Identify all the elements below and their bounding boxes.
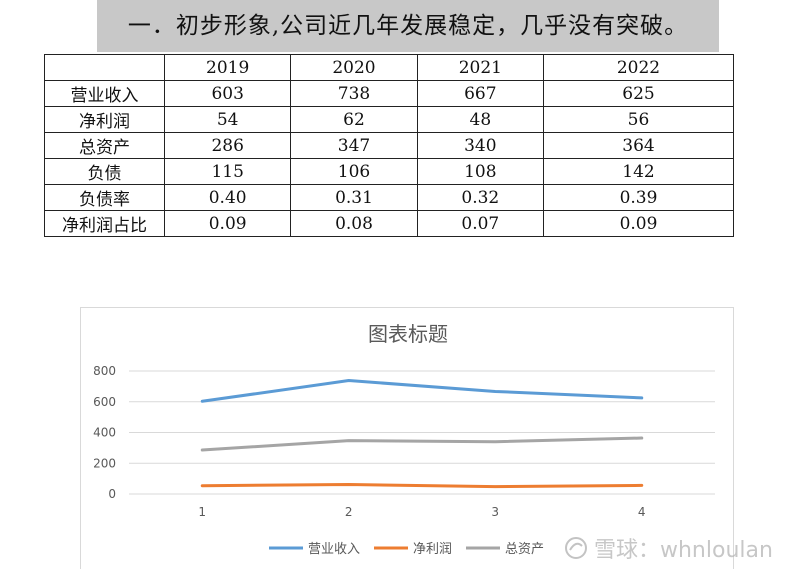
value-cell: 0.31 — [290, 184, 418, 211]
value-cell: 667 — [416, 80, 545, 107]
value-cell: 603 — [163, 80, 292, 107]
table-row: 净利润 54 62 48 56 — [44, 106, 734, 133]
legend-label: 营业收入 — [308, 542, 360, 557]
x-tick-label: 2 — [345, 505, 353, 519]
legend-label: 净利润 — [413, 542, 452, 557]
series-line — [200, 482, 644, 489]
line-chart: 图表标题 0 200 400 600 800 1 2 3 4 营业收入 净利润 总资产 — [80, 307, 734, 569]
year-header-cell: 2022 — [543, 54, 734, 81]
line-chart-svg: 图表标题 0 200 400 600 800 1 2 3 4 营业收入 净利润 总资产 — [93, 322, 715, 557]
row-label-cell: 营业收入 — [44, 80, 165, 107]
value-cell: 0.39 — [543, 184, 734, 211]
x-tick-label: 1 — [198, 505, 206, 519]
value-cell: 286 — [163, 132, 292, 159]
value-cell: 347 — [290, 132, 418, 159]
snowball-logo-icon — [564, 536, 588, 560]
year-header-cell: 2019 — [163, 54, 292, 81]
row-label-cell: 负债 — [44, 158, 165, 185]
value-cell: 0.07 — [416, 210, 545, 237]
value-cell: 0.09 — [543, 210, 734, 237]
year-header-cell: 2020 — [290, 54, 418, 81]
value-cell: 364 — [543, 132, 734, 159]
y-tick-label: 200 — [93, 456, 116, 470]
table-row: 净利润占比 0.09 0.08 0.07 0.09 — [44, 210, 734, 237]
watermark-text: 雪球：whnloulan — [594, 538, 773, 563]
table-header-row: 2019 2020 2021 2022 — [44, 54, 734, 81]
watermark: 雪球：whnloulan — [564, 532, 773, 564]
value-cell: 115 — [163, 158, 292, 185]
y-tick-label: 0 — [108, 487, 116, 501]
table-row: 总资产 286 347 340 364 — [44, 132, 734, 159]
chart-title: 图表标题 — [368, 322, 448, 346]
legend-label: 总资产 — [505, 542, 544, 557]
value-cell: 0.32 — [416, 184, 545, 211]
y-tick-label: 400 — [93, 426, 116, 440]
value-cell: 106 — [290, 158, 418, 185]
page-title-banner: 一．初步形象,公司近几年发展稳定，几乎没有突破。 — [97, 0, 719, 52]
series-line — [200, 379, 644, 403]
row-label-cell: 负债率 — [44, 184, 165, 211]
value-cell: 56 — [543, 106, 734, 133]
value-cell: 108 — [416, 158, 545, 185]
x-tick-label: 4 — [638, 505, 646, 519]
series-line — [200, 436, 644, 452]
table-row: 营业收入 603 738 667 625 — [44, 80, 734, 107]
table-row: 负债 115 106 108 142 — [44, 158, 734, 185]
y-tick-label: 600 — [93, 395, 116, 409]
value-cell: 738 — [290, 80, 418, 107]
value-cell: 48 — [416, 106, 545, 133]
table-row: 负债率 0.40 0.31 0.32 0.39 — [44, 184, 734, 211]
value-cell: 142 — [543, 158, 734, 185]
value-cell: 625 — [543, 80, 734, 107]
x-tick-label: 3 — [491, 505, 499, 519]
value-cell: 54 — [163, 106, 292, 133]
value-cell: 340 — [416, 132, 545, 159]
value-cell: 0.40 — [163, 184, 292, 211]
year-header-cell: 2021 — [416, 54, 545, 81]
value-cell: 0.09 — [163, 210, 292, 237]
row-label-cell: 净利润占比 — [44, 210, 165, 237]
financial-summary-table: 2019 2020 2021 2022 营业收入 603 738 667 625 净利润 54 62 4… — [44, 54, 734, 237]
y-tick-label: 800 — [93, 364, 116, 378]
value-cell: 0.08 — [290, 210, 418, 237]
value-cell: 62 — [290, 106, 418, 133]
row-label-cell: 净利润 — [44, 106, 165, 133]
row-label-cell: 总资产 — [44, 132, 165, 159]
table-corner-cell — [44, 54, 165, 81]
